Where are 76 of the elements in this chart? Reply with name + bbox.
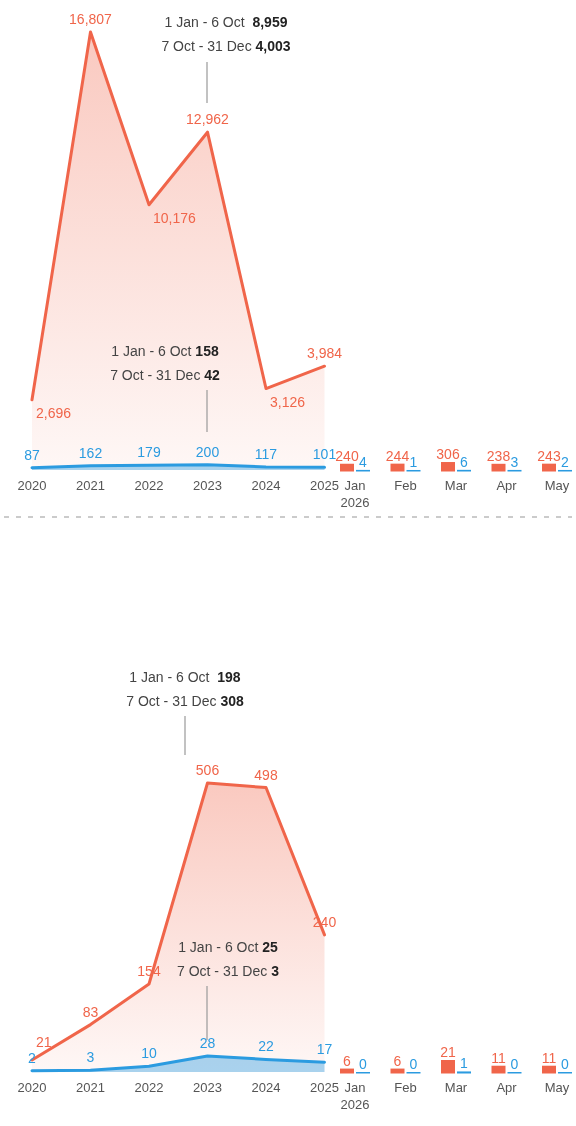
x-tick-label: Jan 2026	[340, 478, 370, 510]
data-label: 3	[86, 1049, 95, 1066]
bar	[491, 463, 506, 470]
x-tick-label: May	[544, 478, 570, 493]
data-label: 16,807	[69, 11, 113, 27]
x-tick-label: 2024	[251, 478, 281, 493]
bar	[340, 463, 354, 470]
data-label: 28	[199, 1035, 216, 1052]
data-label: 0	[409, 1056, 418, 1072]
x-tick-label: Feb	[394, 478, 417, 493]
x-tick-label: Apr	[496, 478, 518, 493]
annotation: 1 Jan - 6 Oct 8,959 7 Oct - 31 Dec 4,003	[161, 14, 291, 54]
data-label: 200	[195, 443, 220, 460]
x-tick-label: May	[544, 1080, 570, 1095]
data-label: 306	[436, 446, 460, 463]
x-tick-label: 2020	[17, 1080, 47, 1095]
x-tick-label: 2023	[193, 478, 222, 493]
text: 1 Jan - 6 Oct 198 7 Oct - 31 Dec 308	[126, 669, 244, 709]
data-label: 10	[141, 1045, 157, 1062]
annotation: 1 Jan - 6 Oct 25 7 Oct - 31 Dec 3	[177, 939, 280, 979]
x-tick-label: Feb	[394, 1080, 417, 1095]
bar	[441, 462, 455, 470]
data-label: 162	[78, 444, 103, 461]
x-tick-label: 2022	[134, 478, 164, 493]
data-label: 506	[195, 762, 220, 778]
data-label: 6	[343, 1052, 352, 1069]
bar	[491, 1065, 506, 1072]
data-label: 21	[36, 1033, 52, 1050]
data-label: 238	[486, 447, 511, 464]
data-label: 1	[460, 1055, 469, 1072]
data-label: 11	[541, 1049, 557, 1066]
data-label: 2	[561, 453, 570, 470]
x-tick-label: 2024	[251, 1080, 281, 1095]
data-label: 3,984	[306, 345, 343, 362]
data-label: 3	[510, 453, 519, 470]
x-tick-label: Jan 2026	[340, 1080, 370, 1112]
data-label: 101	[312, 446, 337, 463]
x-tick-label: 2021	[76, 478, 105, 493]
bar	[441, 1060, 455, 1072]
x-tick-label: 2025	[310, 1080, 339, 1095]
data-label: 83	[82, 1003, 99, 1020]
data-label: 0	[561, 1056, 570, 1072]
data-label: 1	[409, 453, 418, 470]
data-label: 243	[537, 447, 561, 464]
data-label: 87	[24, 446, 40, 463]
data-label: 12,962	[186, 111, 230, 128]
data-label: 0	[359, 1056, 368, 1072]
x-tick-label: Mar	[444, 1080, 468, 1095]
x-tick-label: 2023	[193, 1080, 222, 1095]
data-label: 11	[491, 1049, 506, 1066]
x-tick-label: Mar	[444, 478, 468, 493]
x-tick-label: 2025	[310, 478, 339, 493]
data-label: 21	[440, 1044, 456, 1061]
bar	[542, 463, 556, 470]
x-tick-label: Apr	[496, 1080, 518, 1095]
data-label: 244	[385, 447, 410, 464]
data-label: 240	[335, 447, 359, 464]
x-tick-label: 2022	[134, 1080, 164, 1095]
bar	[390, 463, 405, 470]
bar	[542, 1065, 556, 1072]
data-label: 6	[460, 453, 469, 470]
x-tick-label: 2021	[76, 1080, 105, 1095]
data-label: 17	[316, 1041, 333, 1058]
x-tick-label: 2020	[17, 478, 47, 493]
data-label: 4	[359, 453, 368, 470]
data-label: 10,176	[153, 209, 197, 226]
data-label: 22	[258, 1038, 274, 1055]
data-label: 2	[28, 1049, 37, 1066]
data-label: 2,696	[36, 404, 72, 421]
data-label: 117	[254, 445, 278, 462]
data-label: 179	[137, 444, 161, 461]
annotation: 1 Jan - 6 Oct 158 7 Oct - 31 Dec 42	[110, 343, 221, 383]
data-label: 0	[510, 1056, 519, 1072]
data-label: 6	[393, 1052, 402, 1069]
data-label: 498	[254, 766, 278, 783]
data-label: 3,126	[270, 393, 306, 410]
